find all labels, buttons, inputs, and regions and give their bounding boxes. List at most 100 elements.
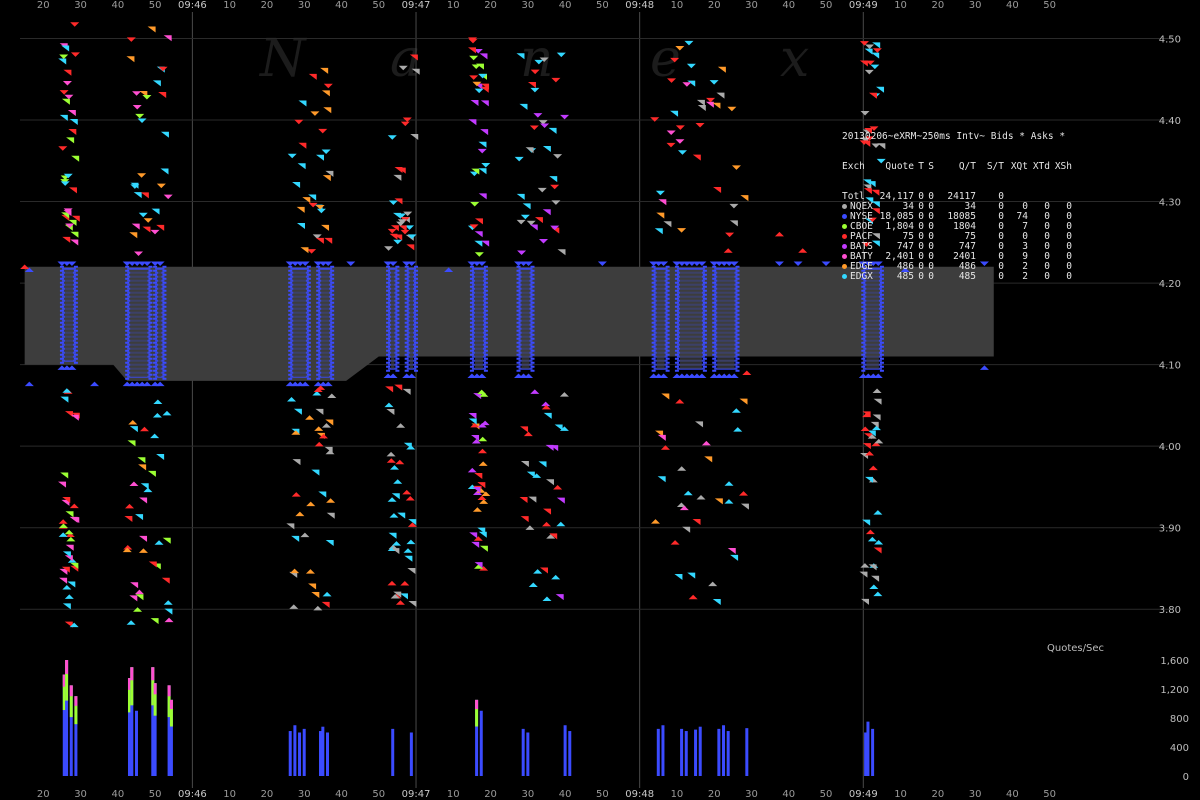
quote-mark — [129, 595, 138, 602]
bid-quote-mark — [65, 532, 75, 538]
bid-quote-mark — [532, 473, 542, 478]
legend-header-cell: XTd — [1032, 161, 1050, 172]
nyse-ask-mark — [142, 261, 152, 267]
qps-bar — [722, 725, 726, 776]
qps-bar — [391, 728, 395, 776]
ask-quote-mark — [150, 229, 160, 235]
nyse-bid-mark — [659, 373, 669, 379]
legend-cell-text: BATS — [850, 241, 873, 252]
quote-mark — [863, 188, 872, 195]
legend-value: 0 — [976, 272, 1004, 282]
legend-exchange-name: BATY — [842, 252, 874, 262]
bid-quote-mark — [402, 489, 412, 495]
bid-quote-mark — [62, 584, 72, 590]
legend-cell-text: 0 — [928, 191, 934, 202]
quote-mark — [480, 129, 489, 136]
quote-mark — [71, 155, 80, 162]
quote-mark — [663, 221, 672, 228]
legend-cell-text: 0 — [928, 271, 934, 282]
legend-value: 0 — [924, 262, 934, 272]
legend-value: 0 — [924, 222, 934, 232]
x-tick-label-bottom: 40 — [111, 789, 124, 800]
quote-mark — [859, 60, 868, 67]
quote-mark — [142, 226, 151, 233]
bid-quote-mark — [122, 547, 132, 553]
bid-quote-mark — [123, 545, 133, 550]
legend-cell-text: 34 — [964, 201, 976, 212]
quote-mark — [397, 167, 406, 174]
legend-cell-text: 24117 — [947, 191, 976, 202]
ask-quote-mark — [60, 181, 70, 186]
bid-quote-mark — [306, 501, 316, 507]
legend-cell-text: 0 — [1044, 211, 1050, 222]
ask-quote-mark — [321, 149, 331, 155]
legend-cell-text: 2401 — [953, 251, 976, 262]
quote-mark — [156, 453, 165, 460]
quote-mark — [873, 398, 882, 405]
ask-quote-mark — [405, 225, 415, 230]
bid-quote-mark — [731, 408, 741, 413]
quote-mark — [308, 194, 317, 201]
bid-quote-mark — [478, 436, 488, 442]
quote-mark — [68, 129, 77, 136]
ask-quote-mark — [725, 232, 735, 238]
burst-interior — [409, 270, 414, 369]
quote-mark — [864, 48, 873, 55]
nbbo-band-area — [24, 266, 994, 381]
lone-nyse-mark — [979, 261, 989, 267]
ask-quote-mark — [670, 57, 680, 63]
ask-quote-mark — [137, 173, 147, 178]
qps-bar — [568, 731, 572, 776]
legend-cell-text: 0 — [1066, 221, 1072, 232]
quote-mark — [871, 189, 880, 196]
bid-quote-mark — [696, 494, 706, 500]
quote-mark — [127, 440, 136, 447]
quote-mark — [70, 562, 79, 569]
ask-quote-mark — [312, 234, 322, 239]
nyse-ask-mark — [659, 261, 669, 267]
quote-mark — [393, 591, 402, 598]
legend-cell-text: 0 — [928, 231, 934, 242]
quote-mark — [717, 66, 726, 73]
x-tick-label-top: 50 — [1043, 0, 1056, 11]
legend-value: 0 — [924, 252, 934, 262]
quote-mark — [311, 592, 320, 599]
bid-quote-mark — [62, 388, 72, 393]
legend-value: 0 — [1050, 262, 1072, 272]
bid-quote-mark — [290, 568, 300, 574]
qps-bar-baty-segment — [151, 667, 155, 681]
legend-cell-text: 0 — [928, 201, 934, 212]
burst-interior — [321, 270, 330, 377]
legend-cell-text: 0 — [918, 241, 924, 252]
qps-tick-label: 800 — [1170, 714, 1189, 725]
bid-quote-mark — [474, 564, 484, 569]
burst-interior — [656, 270, 665, 369]
quote-mark — [138, 464, 147, 471]
bid-quote-mark — [871, 425, 881, 431]
legend-cell-text: Totl — [842, 191, 865, 202]
quote-mark — [321, 224, 330, 231]
quote-mark — [58, 481, 67, 488]
quote-mark — [410, 134, 419, 141]
quote-mark — [397, 512, 406, 519]
x-tick-label-top: 40 — [782, 0, 795, 11]
qps-bar — [326, 732, 329, 776]
quote-mark — [868, 564, 877, 571]
ask-quote-mark — [474, 88, 484, 94]
ask-quote-mark — [682, 82, 692, 87]
quote-mark — [871, 52, 880, 59]
bid-quote-mark — [688, 594, 698, 600]
legend-exchange-name: NYSE — [842, 212, 874, 222]
legend-value: 0 — [914, 262, 924, 272]
ask-quote-mark — [520, 214, 530, 220]
x-tick-label-top: 40 — [111, 0, 124, 11]
legend-cell-text: 9 — [1022, 251, 1028, 262]
quote-mark — [542, 209, 551, 216]
ask-quote-mark — [132, 105, 142, 110]
qps-bar-baty-segment — [169, 699, 173, 710]
ask-quote-mark — [516, 219, 526, 225]
nyse-bid-mark — [729, 373, 739, 379]
x-tick-label-bottom: 30 — [298, 789, 311, 800]
legend-cell-text: NYSE — [850, 211, 873, 222]
legend-cell-text: 0 — [1066, 261, 1072, 272]
